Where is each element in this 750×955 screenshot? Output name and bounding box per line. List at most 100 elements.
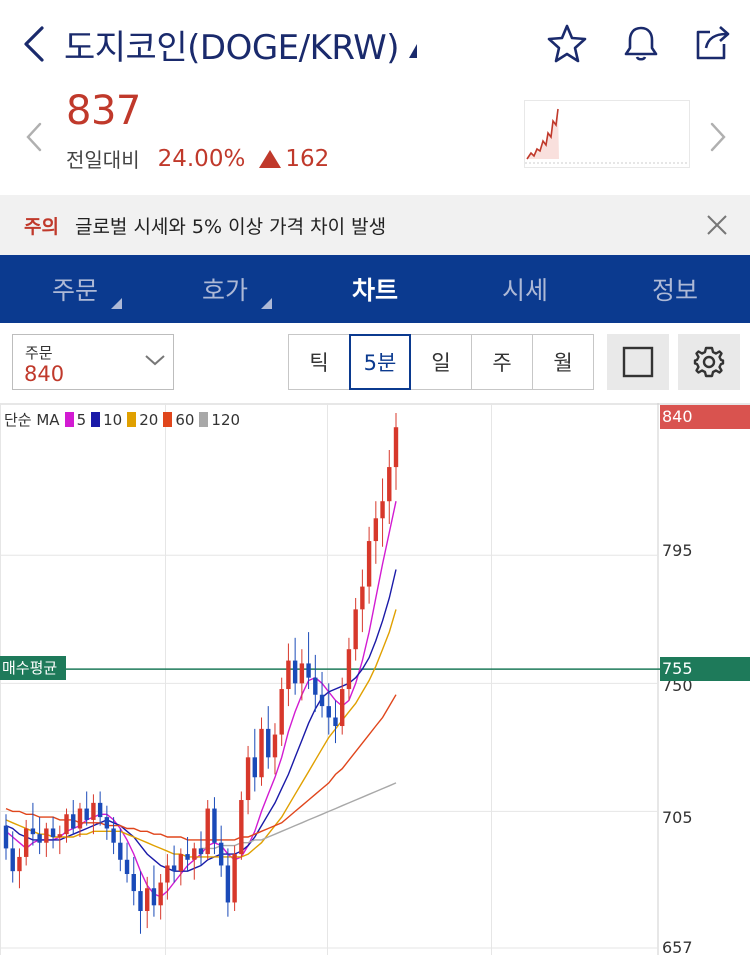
candle-body <box>138 891 143 912</box>
candle-body <box>380 501 385 519</box>
fullscreen-button[interactable] <box>607 334 669 390</box>
candle-body <box>266 728 271 758</box>
legend-swatch <box>163 412 173 427</box>
candle-body <box>77 808 83 829</box>
ma10-line <box>5 569 397 872</box>
candle-body <box>245 757 251 801</box>
square-icon <box>622 346 654 378</box>
close-icon[interactable] <box>704 212 730 238</box>
candle-body <box>97 802 103 818</box>
period-tick-button[interactable]: 틱 <box>288 334 350 390</box>
candle-body <box>37 834 42 843</box>
tab-market-price[interactable]: 시세 <box>450 255 600 323</box>
submenu-indicator-icon <box>261 298 272 309</box>
candle-body <box>171 865 177 872</box>
legend-swatch <box>199 412 209 427</box>
caret-down-icon[interactable] <box>409 44 418 58</box>
tab-order[interactable]: 주문 <box>0 255 150 323</box>
candle-body <box>346 649 352 690</box>
price-change: 전일대비 24.00% 162 <box>66 144 329 173</box>
candle-body <box>165 865 170 883</box>
legend-label: 20 <box>139 410 159 429</box>
share-icon[interactable] <box>694 22 736 64</box>
back-icon[interactable] <box>18 24 52 64</box>
candle-body <box>192 848 197 860</box>
candle-body <box>91 802 96 820</box>
candle-body <box>232 854 237 903</box>
candle-body <box>158 882 163 906</box>
candle-body <box>17 856 22 872</box>
candle-body <box>84 808 89 820</box>
candle-body <box>212 808 217 843</box>
candle-body <box>393 427 399 468</box>
y-tick-label: 795 <box>662 541 693 560</box>
candle-body <box>3 825 9 849</box>
bell-icon[interactable] <box>620 22 662 64</box>
legend-item-ma10: 10 <box>88 411 122 429</box>
tab-chart[interactable]: 차트 <box>300 255 450 323</box>
page-title[interactable]: 도지코인(DOGE/KRW) <box>64 27 400 68</box>
candle-body <box>185 854 190 860</box>
ma-legend: 단순 MA 5 10 20 60 120 <box>4 409 242 430</box>
tab-label: 정보 <box>651 276 698 305</box>
legend-item-ma60: 60 <box>160 411 194 429</box>
candle-body <box>64 814 69 835</box>
coin-selector[interactable]: 도지코인(DOGE/KRW) <box>64 20 418 68</box>
current-price-tag: 840 <box>660 405 750 429</box>
y-tick-label: 705 <box>662 808 693 827</box>
candle-body <box>313 677 318 695</box>
tab-label: 주문 <box>51 276 98 305</box>
candle-body <box>71 814 76 829</box>
candle-body <box>145 888 150 912</box>
candle-body <box>319 694 325 707</box>
legend-swatch <box>91 412 101 427</box>
tab-label: 호가 <box>201 276 248 305</box>
y-tick-label: 657 <box>662 938 693 955</box>
candlestick-chart[interactable] <box>0 403 750 955</box>
candle-body <box>366 541 372 587</box>
order-price-select[interactable]: 주문 840 <box>12 334 174 390</box>
submenu-indicator-icon <box>111 298 122 309</box>
candle-body <box>373 518 379 542</box>
tab-orderbook[interactable]: 호가 <box>150 255 300 323</box>
legend-label: 60 <box>175 410 195 429</box>
candle-body <box>360 586 365 610</box>
change-amount: 162 <box>285 145 330 172</box>
notice-text: 글로벌 시세와 5% 이상 가격 차이 발생 <box>74 215 387 238</box>
period-5min-button[interactable]: 5분 <box>349 334 411 390</box>
candle-body <box>225 865 231 903</box>
candle-body <box>292 660 298 684</box>
candle-body <box>306 663 311 678</box>
candle-body <box>111 828 116 843</box>
legend-label: 5 <box>76 410 87 429</box>
candle-body <box>30 828 36 835</box>
main-tabs: 주문 호가 차트 시세 정보 <box>0 255 750 323</box>
period-month-button[interactable]: 월 <box>532 334 594 390</box>
prev-coin-icon[interactable] <box>22 120 46 154</box>
period-day-button[interactable]: 일 <box>410 334 472 390</box>
candle-body <box>279 689 284 735</box>
candle-body <box>23 828 29 857</box>
current-price: 837 <box>66 88 141 134</box>
order-value: 840 <box>24 362 65 386</box>
candle-body <box>57 834 62 838</box>
mini-price-chart[interactable] <box>524 100 690 168</box>
star-icon[interactable] <box>546 22 588 64</box>
chart-settings-button[interactable] <box>678 334 740 390</box>
chevron-down-icon <box>143 351 167 369</box>
candle-body <box>44 828 49 843</box>
avg-buy-label: 매수평균 <box>0 656 66 680</box>
candle-body <box>50 828 56 838</box>
candle-body <box>131 874 136 892</box>
candle-body <box>178 854 184 872</box>
tab-label: 차트 <box>351 276 398 305</box>
candle-body <box>326 706 331 718</box>
legend-swatch <box>64 412 74 427</box>
avg-buy-price-tag: 755 <box>660 657 750 681</box>
candle-body <box>104 817 110 829</box>
period-week-button[interactable]: 주 <box>471 334 533 390</box>
candle-body <box>124 859 130 875</box>
ma120-line <box>201 782 397 850</box>
next-coin-icon[interactable] <box>706 120 730 154</box>
tab-info[interactable]: 정보 <box>600 255 750 323</box>
